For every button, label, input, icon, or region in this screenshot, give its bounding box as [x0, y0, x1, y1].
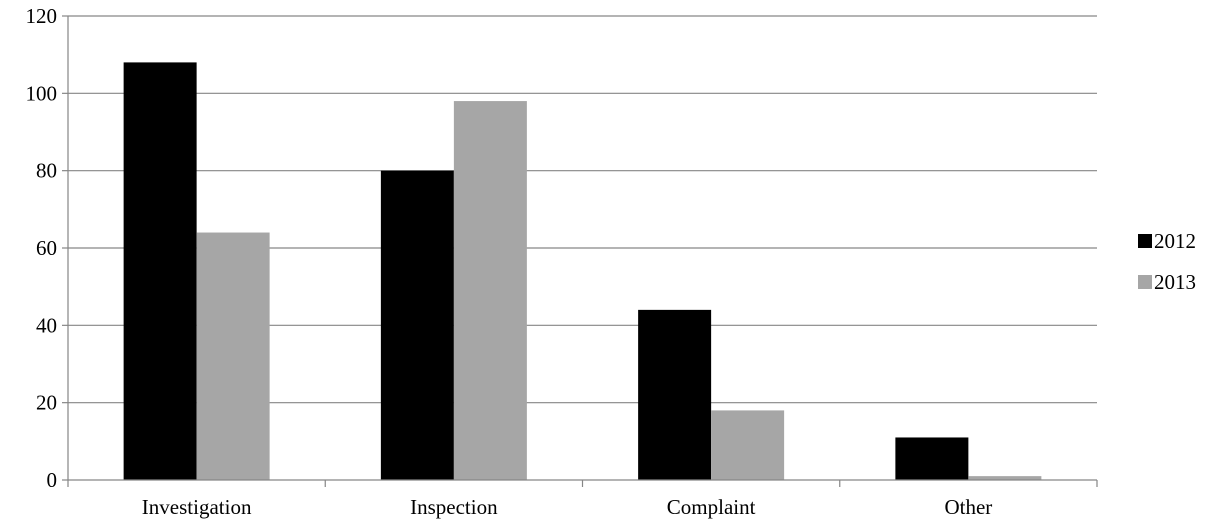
- bar-2013-investigation: [196, 232, 270, 480]
- y-tick-label: 40: [36, 313, 57, 337]
- bar-2012-complaint: [638, 309, 712, 480]
- legend-swatch-2012: [1138, 234, 1152, 248]
- x-tick-label: Other: [944, 495, 992, 519]
- y-tick-label: 120: [26, 4, 58, 28]
- legend-label-2012: 2012: [1154, 229, 1196, 253]
- bar-2013-complaint: [711, 410, 785, 480]
- y-tick-label: 20: [36, 391, 57, 415]
- legend-label-2013: 2013: [1154, 270, 1196, 294]
- bar-2012-inspection: [380, 170, 454, 480]
- bar-2012-investigation: [123, 62, 197, 481]
- x-tick-labels: Investigation Inspection Complaint Other: [142, 495, 992, 519]
- axes: [62, 15, 1098, 487]
- x-tick-label: Investigation: [142, 495, 252, 519]
- y-tick-label: 0: [47, 468, 58, 492]
- bar-2012-other: [895, 437, 969, 480]
- bar-2013-inspection: [453, 101, 527, 481]
- y-tick-labels: 0 20 40 60 80 100 120: [26, 4, 58, 492]
- x-tick-label: Complaint: [667, 495, 756, 519]
- bars: [123, 62, 1042, 481]
- y-tick-label: 100: [26, 81, 58, 105]
- bar-2013-other: [968, 476, 1042, 480]
- legend-swatch-2013: [1138, 275, 1152, 289]
- y-tick-label: 60: [36, 236, 57, 260]
- x-tick-label: Inspection: [410, 495, 498, 519]
- y-tick-label: 80: [36, 159, 57, 183]
- legend: 2012 2013: [1138, 229, 1196, 294]
